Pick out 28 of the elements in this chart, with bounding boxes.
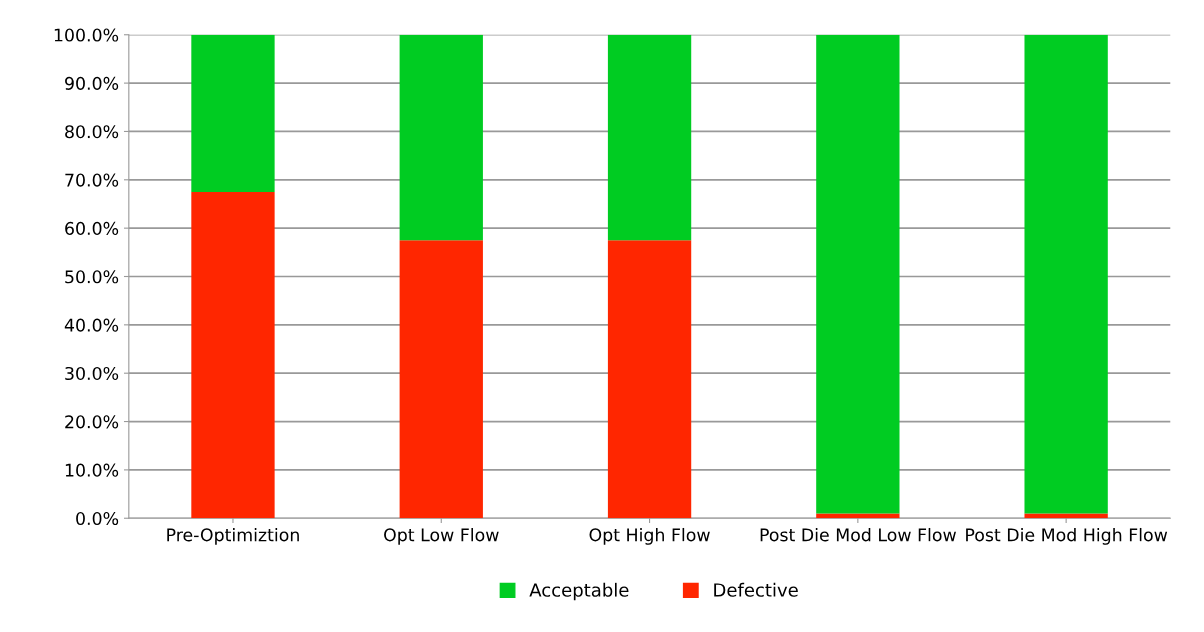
y-tick-label: 50.0% — [65, 270, 119, 284]
bar — [1024, 34, 1108, 514]
y-tick-label: 100.0% — [54, 28, 119, 42]
bar — [816, 34, 900, 514]
x-tick-label: Opt High Flow — [589, 527, 710, 545]
y-tick-label: 10.0% — [65, 463, 119, 477]
bar — [607, 240, 692, 519]
x-tick-label: Post Die Mod Low Flow — [760, 527, 956, 542]
y-tick-label: 60.0% — [65, 221, 119, 235]
x-tick-label: Pre-Optimiztion — [167, 527, 299, 545]
x-tick-label: Post Die Mod High Flow — [966, 527, 1168, 545]
bar — [191, 34, 275, 192]
bar — [1024, 513, 1108, 519]
x-tick-label: Opt Low Flow — [384, 527, 499, 545]
y-tick-label: 20.0% — [65, 415, 119, 429]
bar — [399, 34, 483, 241]
legend-label: Defective — [714, 582, 798, 597]
legend-label: Acceptable — [529, 582, 629, 601]
y-tick-label: 80.0% — [65, 125, 119, 139]
bar — [816, 513, 900, 519]
bar — [191, 191, 275, 519]
bar — [607, 34, 692, 241]
y-tick-label: 70.0% — [65, 173, 119, 187]
bar — [399, 240, 483, 519]
y-tick-label: 90.0% — [65, 76, 119, 90]
y-tick-label: 40.0% — [64, 318, 119, 332]
y-tick-label: 30.0% — [65, 366, 119, 381]
y-tick-label: 0.0% — [76, 511, 119, 526]
